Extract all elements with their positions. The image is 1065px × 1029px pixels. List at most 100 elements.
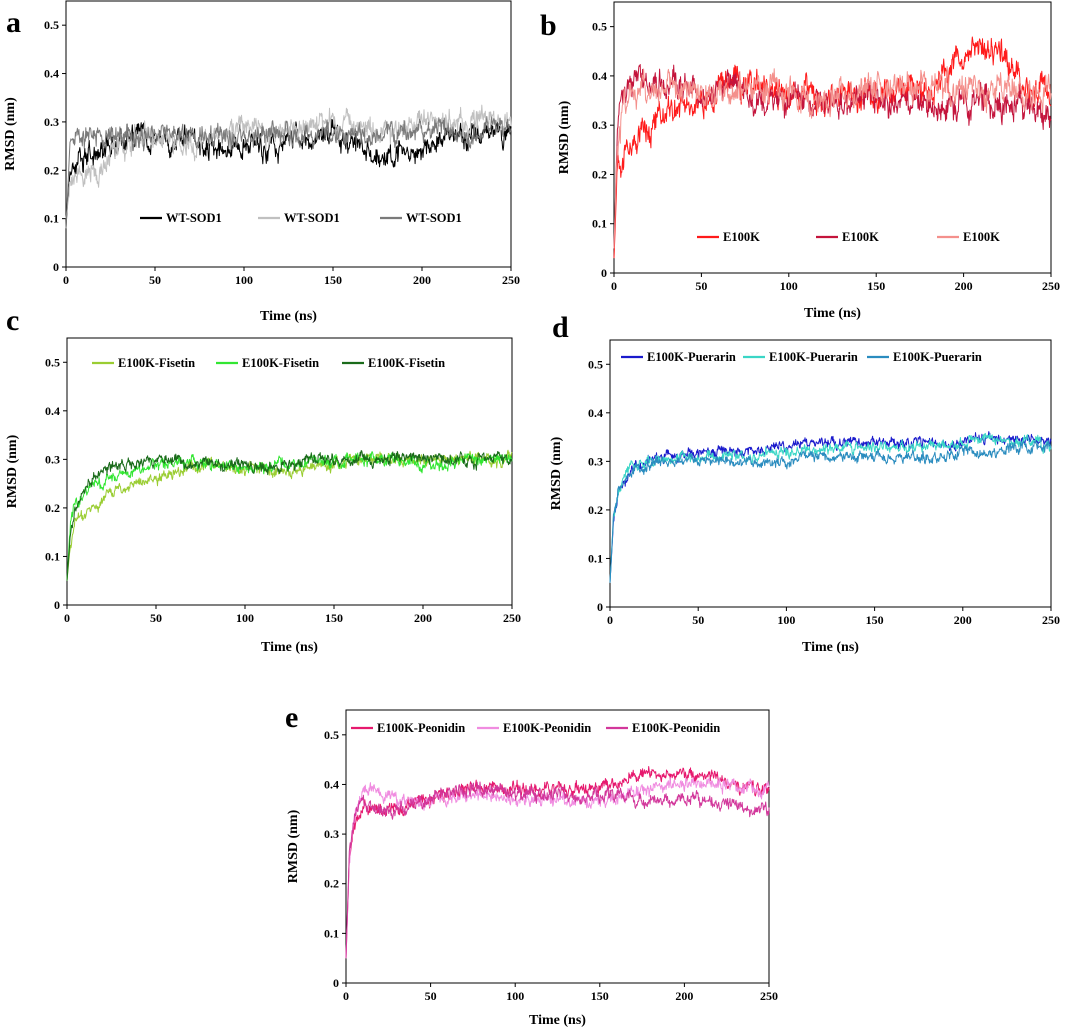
y-tick-label: 0.2 (592, 167, 607, 181)
series-line-3 (66, 450, 513, 581)
x-tick-label: 200 (414, 611, 432, 625)
x-axis-label: Time (ns) (804, 306, 861, 321)
legend-entry: E100K-Puerarin (893, 350, 982, 364)
x-axis-label: Time (ns) (529, 1013, 586, 1028)
y-tick-label: 0 (333, 976, 339, 990)
y-tick-label: 0.3 (324, 827, 339, 841)
y-tick-label: 0.1 (592, 217, 607, 231)
y-tick-label: 0.1 (44, 212, 59, 226)
y-tick-label: 0.5 (588, 357, 603, 371)
x-tick-label: 50 (150, 611, 162, 625)
y-tick-label: 0.5 (44, 18, 59, 32)
legend-entry: E100K-Puerarin (769, 350, 858, 364)
x-tick-label: 100 (235, 273, 253, 287)
x-tick-label: 100 (780, 279, 798, 293)
x-tick-label: 100 (506, 989, 524, 1003)
y-tick-label: 0.5 (45, 355, 60, 369)
legend-entry: E100K (723, 230, 760, 244)
y-tick-label: 0 (597, 600, 603, 614)
series-line-3 (609, 440, 1052, 583)
y-axis-label: RMSD (nm) (557, 100, 572, 174)
panel-letter: e (285, 701, 298, 734)
legend-entry: E100K-Peonidin (377, 721, 465, 735)
legend-entry: E100K-Fisetin (368, 356, 445, 370)
panel-b: 0 50 100 150 200 250 0 0.1 0.2 0.3 0.4 0.5 Time (ns)… (540, 1, 1060, 321)
x-tick-label: 250 (502, 273, 520, 287)
x-tick-label: 100 (777, 613, 795, 627)
legend-entry: E100K-Puerarin (647, 350, 736, 364)
panel-a: 0 50 100 150 200 250 0 0.1 0.2 0.3 0.4 0.5 Time (ns)… (3, 0, 520, 324)
x-axis-label: Time (ns) (260, 309, 317, 324)
x-tick-label: 50 (695, 279, 707, 293)
legend-entry: WT-SOD1 (406, 211, 462, 225)
plot-frame (345, 709, 770, 984)
panel-letter: a (6, 6, 21, 39)
x-tick-label: 50 (149, 273, 161, 287)
y-tick-label: 0.3 (44, 115, 59, 129)
x-tick-label: 100 (236, 611, 254, 625)
x-tick-label: 150 (324, 273, 342, 287)
legend-entry: E100K-Fisetin (242, 356, 319, 370)
series-line-3 (613, 66, 1052, 249)
y-tick-label: 0.1 (45, 549, 60, 563)
x-tick-label: 250 (1042, 279, 1060, 293)
y-tick-label: 0.1 (588, 551, 603, 565)
x-tick-label: 0 (343, 989, 349, 1003)
y-axis-label: RMSD (nm) (5, 434, 20, 508)
x-tick-label: 50 (692, 613, 704, 627)
x-tick-label: 0 (63, 273, 69, 287)
y-tick-label: 0.1 (324, 926, 339, 940)
y-tick-label: 0.3 (45, 452, 60, 466)
series-line-1 (613, 36, 1052, 259)
y-tick-label: 0.4 (324, 777, 339, 791)
plot-frame (613, 1, 1052, 274)
x-tick-label: 50 (425, 989, 437, 1003)
x-tick-label: 0 (607, 613, 613, 627)
series-line-2 (609, 432, 1052, 583)
x-tick-label: 200 (954, 613, 972, 627)
legend-entry: E100K (842, 230, 879, 244)
x-tick-label: 250 (1042, 613, 1060, 627)
y-tick-label: 0 (53, 260, 59, 274)
y-tick-label: 0.5 (592, 20, 607, 34)
panel-d: 0 50 100 150 200 250 0 0.1 0.2 0.3 0.4 0.5 Time (ns)… (549, 311, 1060, 655)
y-tick-label: 0 (601, 266, 607, 280)
y-tick-label: 0.2 (44, 163, 59, 177)
series-line-2 (66, 451, 513, 581)
panel-e: 0 50 100 150 200 250 0 0.1 0.2 0.3 0.4 0.5 Time (ns)… (285, 701, 778, 1028)
x-axis-label: Time (ns) (802, 640, 859, 655)
panel-letter: d (552, 311, 569, 344)
y-tick-label: 0.4 (592, 69, 607, 83)
y-tick-label: 0.2 (324, 877, 339, 891)
y-tick-label: 0.3 (588, 454, 603, 468)
plot-frame (66, 337, 513, 606)
y-tick-label: 0.4 (588, 406, 603, 420)
plot-frame (609, 339, 1052, 608)
y-axis-label: RMSD (nm) (549, 436, 564, 510)
series-line-3 (65, 116, 512, 229)
panel-c: 0 50 100 150 200 250 0 0.1 0.2 0.3 0.4 0.5 Time (ns)… (5, 304, 521, 655)
legend-entry: E100K (963, 230, 1000, 244)
legend-entry: E100K-Peonidin (632, 721, 720, 735)
y-tick-label: 0.2 (588, 503, 603, 517)
x-axis-label: Time (ns) (261, 640, 318, 655)
x-tick-label: 0 (611, 279, 617, 293)
y-tick-label: 0.5 (324, 728, 339, 742)
legend-entry: WT-SOD1 (284, 211, 340, 225)
legend-entry: WT-SOD1 (166, 211, 222, 225)
series-line-3 (345, 781, 770, 959)
panel-letter: c (6, 304, 19, 337)
x-tick-label: 200 (675, 989, 693, 1003)
y-tick-label: 0.2 (45, 501, 60, 515)
series-line-2 (345, 777, 770, 959)
x-tick-label: 150 (866, 613, 884, 627)
y-tick-label: 0.3 (592, 118, 607, 132)
x-tick-label: 200 (413, 273, 431, 287)
legend-entry: E100K-Peonidin (503, 721, 591, 735)
legend-entry: E100K-Fisetin (118, 356, 195, 370)
x-tick-label: 200 (955, 279, 973, 293)
y-tick-label: 0.4 (44, 67, 59, 81)
x-tick-label: 150 (325, 611, 343, 625)
x-tick-label: 250 (503, 611, 521, 625)
